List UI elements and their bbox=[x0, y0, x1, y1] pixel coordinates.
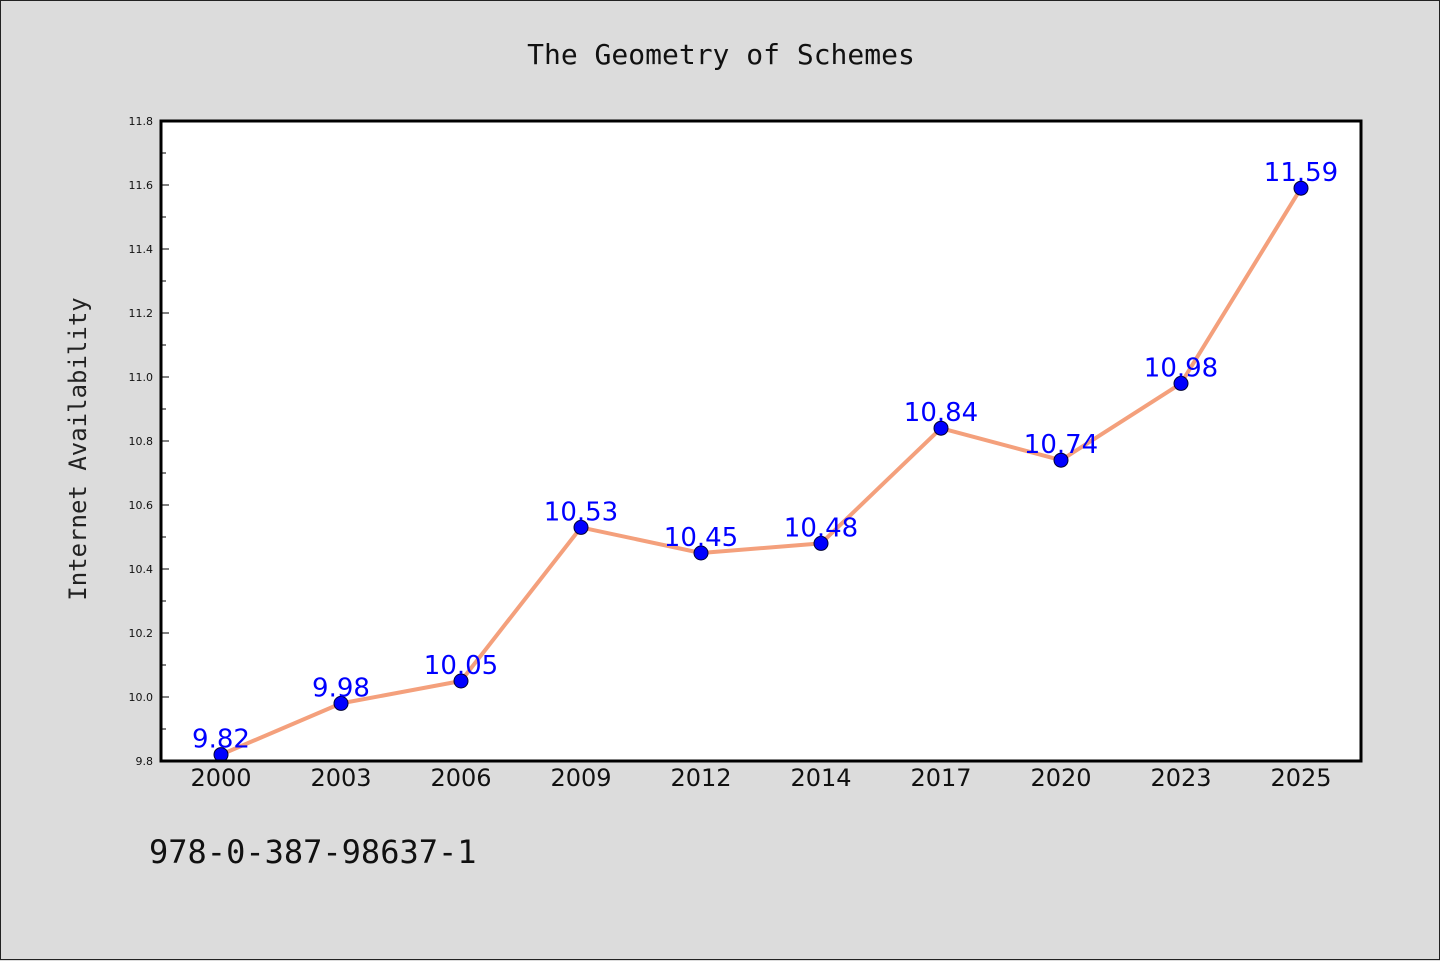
data-point bbox=[1293, 180, 1309, 196]
y-tick-label: 10.0 bbox=[129, 691, 154, 704]
x-tick-label: 2012 bbox=[670, 764, 731, 792]
data-point bbox=[813, 535, 829, 551]
data-point bbox=[693, 545, 709, 561]
data-label: 10.98 bbox=[1144, 353, 1218, 383]
data-point bbox=[1173, 375, 1189, 391]
series-line bbox=[219, 186, 1303, 757]
x-tick-label: 2009 bbox=[550, 764, 611, 792]
isbn-caption: 978-0-387-98637-1 bbox=[149, 833, 477, 871]
data-label: 11.59 bbox=[1264, 158, 1338, 188]
y-tick-label: 10.6 bbox=[129, 499, 154, 512]
x-tick-label: 2020 bbox=[1030, 764, 1091, 792]
data-label: 10.05 bbox=[424, 651, 498, 681]
data-label: 9.98 bbox=[312, 673, 370, 703]
x-tick-label: 2014 bbox=[790, 764, 851, 792]
data-markers bbox=[213, 180, 1309, 763]
data-label: 10.48 bbox=[784, 513, 858, 543]
data-point bbox=[333, 695, 349, 711]
chart-title: The Geometry of Schemes bbox=[527, 38, 915, 71]
y-axis-ticks: 9.8 10.0 10.2 10.4 10.6 10.8 11.0 11.2 11.4 11.6 1… bbox=[129, 115, 169, 768]
data-label: 10.84 bbox=[904, 398, 978, 428]
plot-frame bbox=[159, 119, 1363, 763]
y-tick-label: 10.2 bbox=[129, 627, 154, 640]
y-axis-label: Internet Availability bbox=[64, 297, 92, 600]
y-tick-label: 10.4 bbox=[129, 563, 154, 576]
data-label: 9.82 bbox=[192, 725, 250, 755]
data-point bbox=[933, 420, 949, 436]
data-label: 10.53 bbox=[544, 497, 618, 527]
y-tick-label: 11.2 bbox=[129, 307, 154, 320]
plot-area bbox=[161, 121, 1361, 761]
data-label: 10.45 bbox=[664, 523, 738, 553]
data-point bbox=[573, 519, 589, 535]
y-tick-label: 11.8 bbox=[129, 115, 154, 128]
x-axis-ticks: 2000 2003 2006 2009 2012 2014 2017 2020 2023 2025 bbox=[190, 764, 1331, 792]
data-point bbox=[453, 673, 469, 689]
y-tick-label: 11.6 bbox=[129, 179, 154, 192]
y-tick-label: 9.8 bbox=[136, 755, 154, 768]
x-tick-label: 2023 bbox=[1150, 764, 1211, 792]
x-tick-label: 2006 bbox=[430, 764, 491, 792]
x-tick-label: 2025 bbox=[1270, 764, 1331, 792]
y-tick-label: 11.0 bbox=[129, 371, 154, 384]
y-tick-label: 10.8 bbox=[129, 435, 154, 448]
x-tick-label: 2000 bbox=[190, 764, 251, 792]
x-tick-label: 2003 bbox=[310, 764, 371, 792]
y-tick-label: 11.4 bbox=[129, 243, 154, 256]
data-point bbox=[1053, 452, 1069, 468]
data-label: 10.74 bbox=[1024, 430, 1098, 460]
x-tick-label: 2017 bbox=[910, 764, 971, 792]
data-labels: 9.82 9.98 10.05 10.53 10.45 10.48 10.84 10.74 10… bbox=[192, 158, 1338, 754]
